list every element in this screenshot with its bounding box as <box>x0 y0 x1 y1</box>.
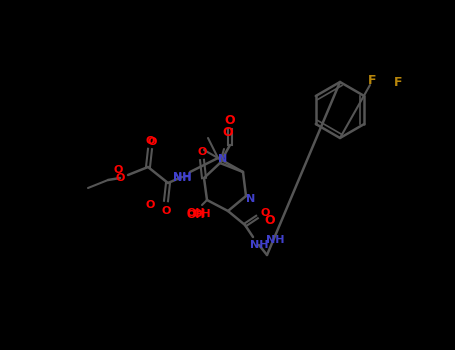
Text: F: F <box>394 76 402 89</box>
Text: NH: NH <box>250 240 268 250</box>
Text: O: O <box>145 200 155 210</box>
Text: O: O <box>265 214 275 226</box>
Text: NH: NH <box>173 172 191 182</box>
Text: OH: OH <box>192 209 211 219</box>
Text: O: O <box>162 206 171 216</box>
Text: O: O <box>260 208 270 218</box>
Text: N: N <box>218 154 228 164</box>
Text: O: O <box>222 126 233 140</box>
Text: O: O <box>145 136 155 146</box>
Text: NH: NH <box>266 235 284 245</box>
Text: N: N <box>246 194 256 204</box>
Text: O: O <box>113 165 123 175</box>
Text: F: F <box>368 74 376 86</box>
Text: O: O <box>225 114 235 127</box>
Text: O: O <box>147 137 157 147</box>
Text: OH: OH <box>187 208 205 218</box>
Text: O: O <box>197 147 207 157</box>
Text: NH: NH <box>173 173 191 183</box>
Text: OH: OH <box>187 210 205 220</box>
Text: O: O <box>115 173 125 183</box>
